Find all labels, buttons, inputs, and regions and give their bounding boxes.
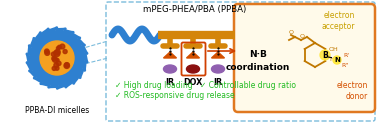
Text: electron
acceptor: electron acceptor (322, 11, 355, 31)
Circle shape (56, 59, 59, 62)
Circle shape (52, 56, 56, 61)
Text: ✓ ROS-responsive drug release: ✓ ROS-responsive drug release (115, 92, 235, 100)
Text: PPBA-DI micelles: PPBA-DI micelles (25, 106, 89, 115)
Text: IR: IR (166, 78, 175, 87)
Text: R": R" (341, 63, 348, 68)
Circle shape (320, 50, 330, 60)
Circle shape (333, 56, 341, 64)
FancyArrow shape (186, 52, 200, 58)
Circle shape (56, 61, 61, 66)
FancyArrow shape (212, 52, 225, 58)
Circle shape (51, 52, 56, 56)
FancyBboxPatch shape (234, 4, 375, 112)
Circle shape (45, 49, 49, 54)
Text: ✓ High drug loading: ✓ High drug loading (115, 80, 193, 90)
FancyArrow shape (164, 52, 177, 58)
Circle shape (52, 66, 56, 70)
Text: DOX: DOX (183, 78, 203, 87)
Text: B: B (322, 51, 328, 60)
Text: N·B
coordination: N·B coordination (226, 50, 290, 72)
Text: O: O (299, 33, 305, 38)
Circle shape (63, 50, 67, 54)
Circle shape (56, 46, 60, 50)
Circle shape (54, 51, 58, 55)
Text: R': R' (343, 53, 349, 58)
Text: HO: HO (329, 57, 339, 62)
Text: ✓ Controllable drug ratio: ✓ Controllable drug ratio (200, 80, 296, 90)
Circle shape (45, 51, 50, 55)
Text: OH: OH (329, 47, 339, 52)
Text: electron
donor: electron donor (337, 81, 368, 101)
Circle shape (57, 45, 61, 49)
Circle shape (65, 63, 69, 67)
Circle shape (64, 63, 70, 68)
Circle shape (54, 51, 60, 57)
Circle shape (54, 63, 59, 67)
Text: N: N (334, 57, 340, 63)
Circle shape (55, 66, 59, 70)
Text: IR: IR (214, 78, 223, 87)
Circle shape (53, 57, 58, 62)
Circle shape (40, 41, 74, 75)
Text: O: O (288, 30, 293, 34)
Ellipse shape (212, 65, 225, 73)
Circle shape (55, 49, 60, 55)
Text: mPEG-PHEA/PBA (PPBA): mPEG-PHEA/PBA (PPBA) (143, 5, 246, 14)
Ellipse shape (186, 65, 200, 73)
Circle shape (60, 44, 65, 49)
Ellipse shape (164, 65, 177, 73)
